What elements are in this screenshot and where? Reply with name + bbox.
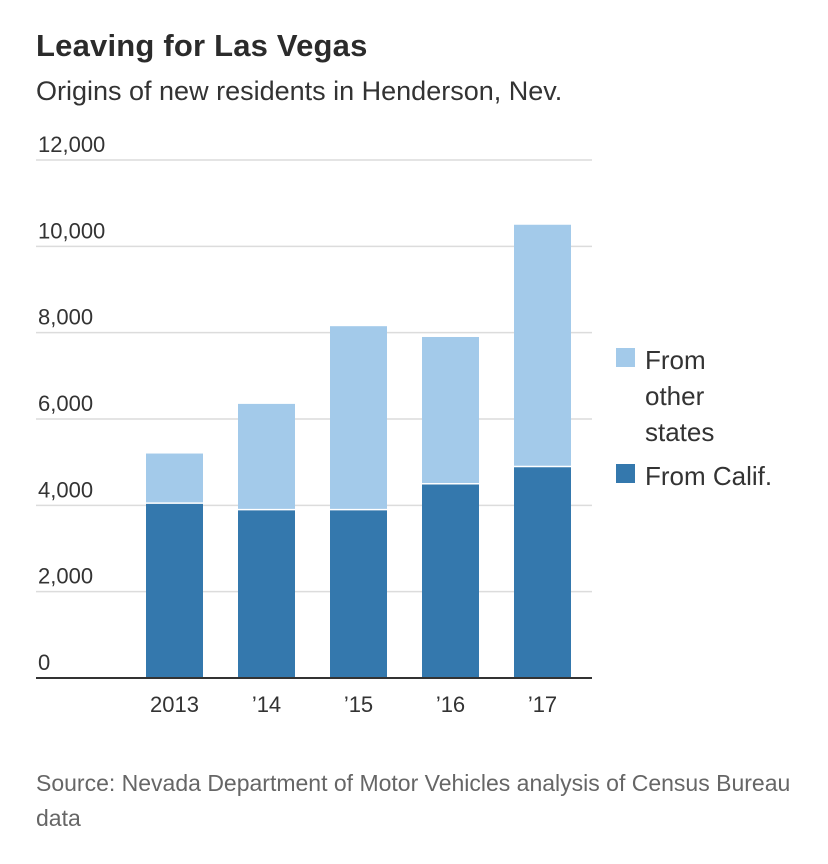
legend-swatch-other-states [616,348,635,367]
y-tick-label: 2,000 [38,564,93,589]
bar-segment-calif [514,466,571,678]
bar-segment-calif [146,503,203,678]
legend-label: states [645,417,714,447]
bar-segment-other-states [146,453,203,504]
x-tick-label: ’15 [344,692,373,717]
axes: 0 2,000 4,000 6,000 8,000 10,000 12,000 2013 ’14… [36,132,592,717]
legend-label: From Calif. [645,461,772,491]
bar-segment-other-states [422,336,479,484]
y-tick-label: 0 [38,650,50,675]
bar-segment-other-states [238,403,295,510]
bar-segment-calif [330,509,387,678]
x-tick-label: ’16 [436,692,465,717]
bar-chart: 0 2,000 4,000 6,000 8,000 10,000 12,000 2013 ’14… [36,132,772,717]
y-tick-label: 8,000 [38,305,93,330]
legend: From other states From Calif. [616,345,772,491]
gridlines [36,159,592,593]
x-tick-label: 2013 [150,692,199,717]
legend-swatch-calif [616,464,635,483]
chart-subtitle: Origins of new residents in Henderson, N… [36,76,563,106]
bar-segment-calif [238,509,295,678]
bar-segment-calif [422,483,479,678]
y-tick-label: 12,000 [38,132,105,157]
y-tick-label: 4,000 [38,477,93,502]
bar-segment-other-states [514,224,571,467]
chart-title: Leaving for Las Vegas [36,28,368,63]
bar-segment-other-states [330,326,387,510]
bars [146,224,571,678]
legend-label: other [645,381,705,411]
y-tick-label: 6,000 [38,391,93,416]
x-tick-label: ’14 [252,692,281,717]
legend-label: From [645,345,706,375]
x-tick-label: ’17 [528,692,557,717]
y-tick-label: 10,000 [38,218,105,243]
source-note: Source: Nevada Department of Motor Vehic… [36,770,791,831]
